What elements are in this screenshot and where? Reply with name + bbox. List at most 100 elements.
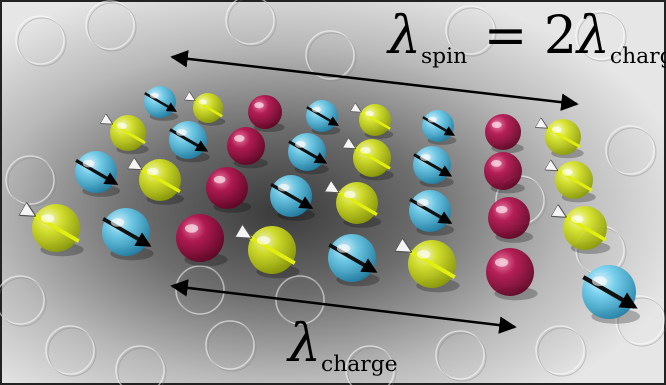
sphere-highlight [311,106,321,113]
sphere-highlight [494,258,509,267]
spin-arrow [337,191,378,217]
red-sphere-body [176,214,224,262]
spin-subscript: spin [420,43,468,69]
red-sphere-body [248,95,282,129]
sphere-highlight [149,92,159,99]
dimple-shadow [617,297,666,347]
sphere-highlight [176,128,187,136]
dimple-shadow [117,347,167,385]
dimple [45,325,95,375]
sphere-lattice [32,86,641,324]
spin-arrow [111,123,146,145]
equals-two-text: = 2 [467,6,577,66]
sphere-highlight [295,140,306,148]
spin-arrow [249,237,296,265]
sphere-highlight [571,215,584,224]
spin-sphere [555,161,596,203]
dimple [345,345,395,385]
sphere-highlight [336,244,351,253]
dimple [225,0,275,45]
spin-arrow [75,158,119,186]
spin-sphere [270,175,316,221]
dimple [15,15,65,65]
spin-sphere [102,208,154,261]
spin-arrow [140,168,181,194]
sphere-highlight [420,153,431,161]
sphere-highlight [491,159,502,167]
dimple [615,295,665,345]
spin-arrow [270,182,314,210]
charge-sphere [227,127,268,169]
spin-sphere [139,159,185,205]
charge-sphere [176,214,228,267]
sphere-highlight [254,102,264,109]
spin-arrow [556,170,593,192]
charge-subscript: charge [320,351,398,377]
sphere-highlight [360,146,371,154]
sphere-highlight [184,224,199,233]
spin-sphere [353,139,394,181]
spin-sphere [32,204,84,257]
spin-sphere [563,206,611,254]
charge-sphere [485,114,524,154]
spin-arrow [413,153,453,177]
spin-wavelength-arrow [170,50,579,111]
red-sphere-body [486,248,534,296]
dimple-shadow [537,327,587,377]
sphere-highlight [562,168,573,176]
spin-arrow [102,217,152,247]
sphere-highlight [213,175,226,184]
spin-arrow [144,92,177,112]
spin-sphere [413,146,454,188]
charge-sphere [484,152,525,194]
spin-sphere [409,190,455,236]
sphere-highlight [491,121,502,129]
sphere-highlight [82,159,95,168]
spin-arrow [582,275,638,309]
red-sphere-body [206,167,248,209]
spin-arrow [354,148,391,170]
charge-sphere [206,167,252,213]
sphere-highlight [146,167,159,176]
spin-sphere [169,121,210,163]
sphere-highlight [116,122,127,130]
spin-sphere [336,182,382,228]
sphere-highlight [416,250,431,259]
charge-wavelength-arrow [170,279,517,334]
dimple-shadow [87,2,137,52]
red-sphere-body [485,114,521,150]
dimple [0,275,45,325]
red-sphere-body [488,197,530,239]
sphere-highlight [277,183,290,192]
dimple [115,345,165,385]
spin-arrow [409,251,456,279]
charge-subscript: charge [609,43,666,69]
spin-arrow [409,197,453,225]
spin-arrow [360,111,391,130]
dimple-shadow [607,127,657,177]
dimple [535,325,585,375]
spin-sphere [288,133,329,175]
spin-sphere [359,104,394,139]
spin-wavelength-label: λspin = 2λcharge [388,10,666,68]
sphere-highlight [256,236,271,245]
sphere-highlight [591,276,608,287]
sphere-highlight [427,116,437,123]
spin-arrow [328,243,378,273]
sphere-highlight [234,134,245,142]
sphere-highlight [110,218,125,227]
dimple-shadow [227,0,277,47]
dimple-shadow [347,347,397,385]
spin-sphere [75,151,121,197]
sphere-highlight [416,198,429,207]
spin-sphere [582,265,641,324]
sphere-highlight [551,126,562,134]
dimple [575,10,625,60]
red-sphere-body [484,152,522,190]
red-sphere-body [227,127,265,165]
spin-sphere [422,110,457,145]
spin-sphere [545,119,584,159]
